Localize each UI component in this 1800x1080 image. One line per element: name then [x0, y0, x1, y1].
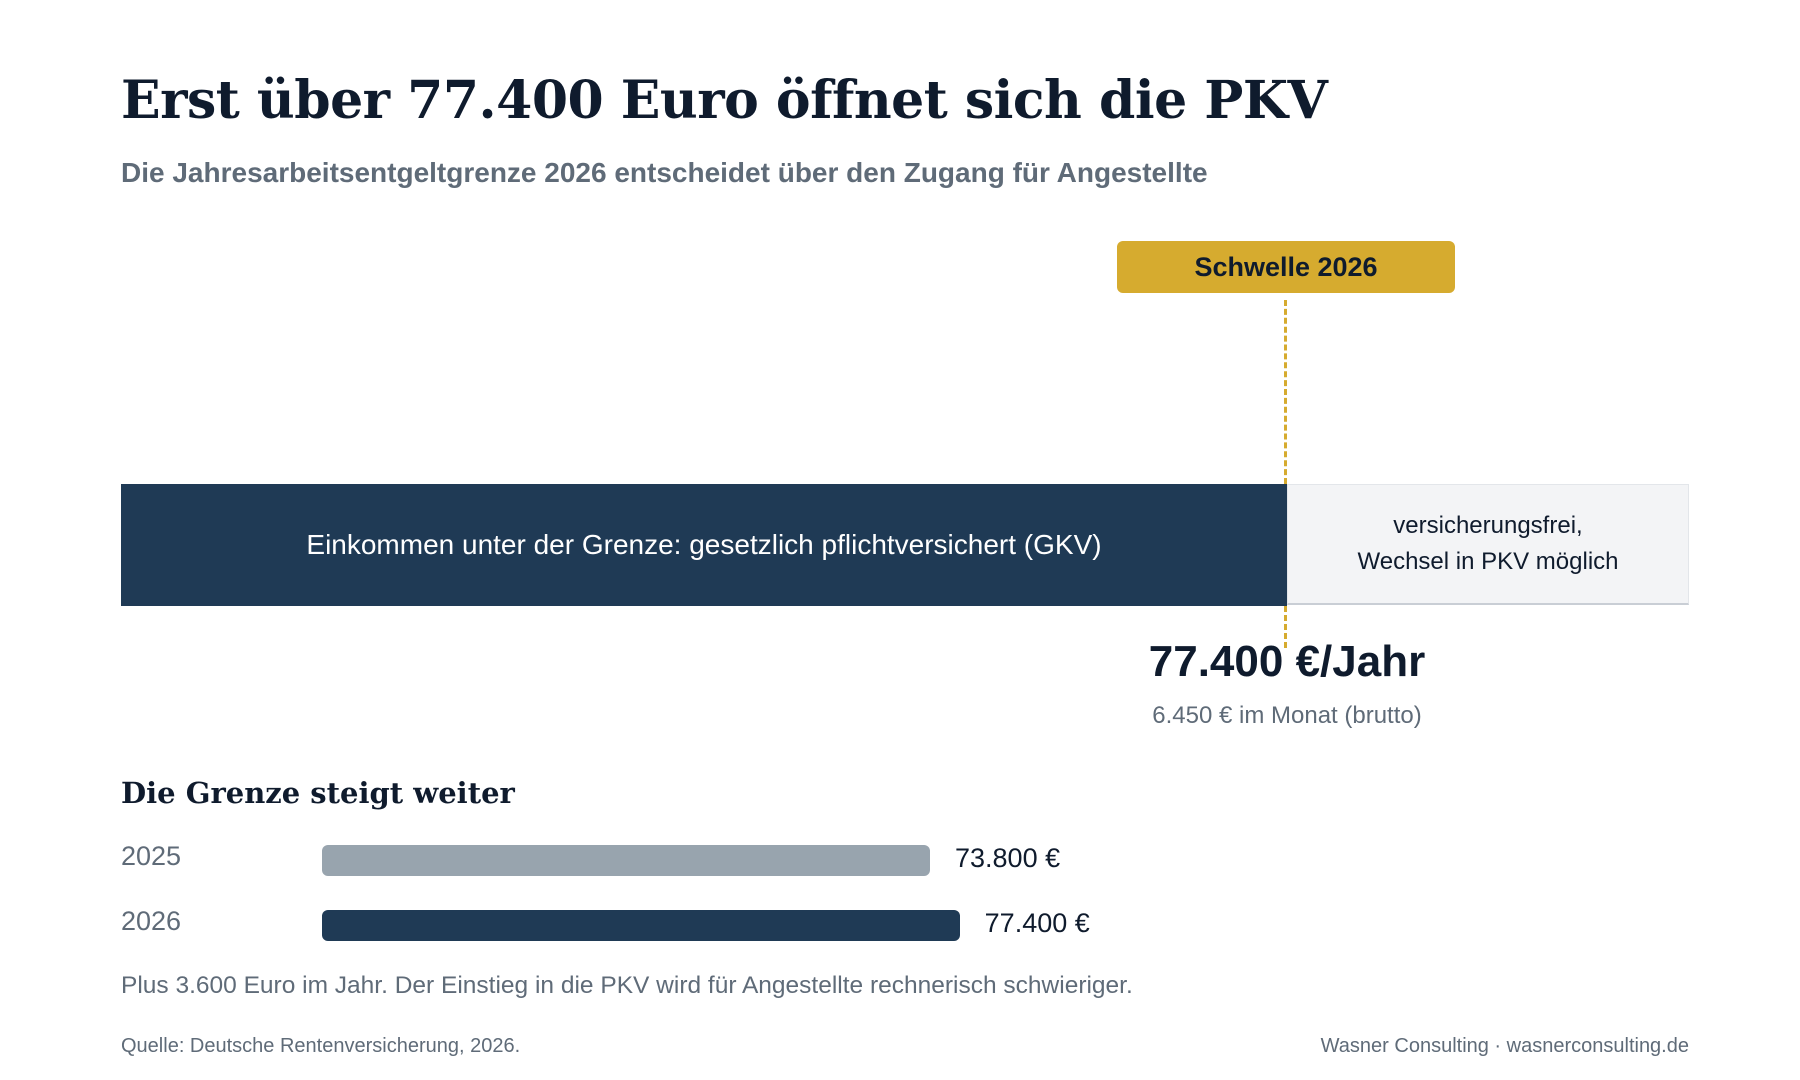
threshold-marker-line-lower	[1284, 606, 1287, 648]
threshold-marker-line	[1284, 300, 1287, 484]
chart-subtitle: Die Jahresarbeitsentgeltgrenze 2026 ents…	[121, 157, 1208, 188]
bar-2026	[322, 910, 960, 941]
chart-title: Erst über 77.400 Euro öffnet sich die PK…	[121, 70, 1328, 131]
gkv-segment: Einkommen unter der Grenze: gesetzlich p…	[121, 484, 1287, 606]
history-heading: Die Grenze steigt weiter	[121, 776, 515, 810]
pkv-segment-label-line2: Wechsel in PKV möglich	[1357, 548, 1619, 575]
pkv-segment: versicherungsfrei, Wechsel in PKV möglic…	[1287, 484, 1689, 605]
pkv-segment-label-line1: versicherungsfrei,	[1393, 512, 1583, 539]
threshold-monthly-value: 6.450 € im Monat (brutto)	[1152, 702, 1422, 729]
summary-note: Plus 3.600 Euro im Jahr. Der Einstieg in…	[121, 972, 1133, 999]
brand-credit: Wasner Consulting · wasnerconsulting.de	[1320, 1035, 1689, 1057]
bar-value-label-2025: 73.800 €	[955, 843, 1061, 873]
year-label-2026: 2026	[121, 906, 182, 936]
bar-2025	[322, 845, 930, 876]
threshold-annual-value: 77.400 €/Jahr	[1148, 637, 1426, 686]
source-note: Quelle: Deutsche Rentenversicherung, 202…	[121, 1035, 521, 1057]
threshold-badge: Schwelle 2026	[1117, 241, 1455, 293]
gkv-segment-label: Einkommen unter der Grenze: gesetzlich p…	[306, 529, 1102, 560]
bar-value-label-2026: 77.400 €	[984, 908, 1090, 938]
year-label-2025: 2025	[121, 841, 182, 871]
